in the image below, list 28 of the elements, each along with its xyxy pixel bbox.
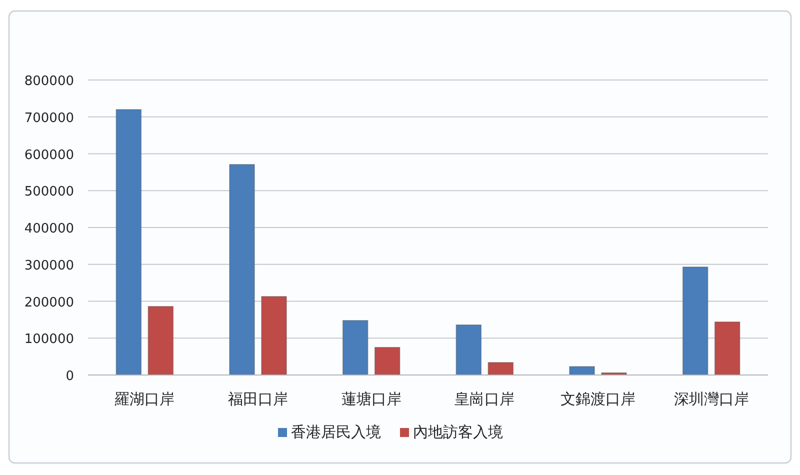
y-tick-label: 100000 [24, 332, 74, 348]
x-tick-label: 深圳灣口岸 [674, 390, 749, 408]
y-tick-label: 500000 [24, 184, 74, 200]
bar [229, 164, 255, 376]
y-tick-label: 0 [66, 369, 74, 384]
bar [116, 109, 142, 376]
bar [682, 266, 708, 376]
y-tick-label: 700000 [24, 110, 74, 126]
x-tick-label: 福田口岸 [228, 390, 288, 408]
bar [342, 320, 368, 376]
x-tick-label: 文錦渡口岸 [560, 390, 636, 408]
x-tick-label: 羅湖口岸 [114, 390, 175, 408]
bar [148, 306, 174, 376]
y-tick-label: 300000 [24, 258, 74, 274]
bar [456, 324, 482, 376]
bar [714, 322, 740, 376]
y-tick-label: 800000 [24, 74, 74, 89]
x-tick-label: 蓮塘口岸 [341, 390, 402, 408]
y-tick-label: 200000 [24, 295, 74, 310]
bar [374, 346, 400, 376]
bar [488, 362, 514, 376]
y-tick-label: 400000 [24, 222, 74, 236]
legend-label: 內地訪客入境 [413, 423, 503, 441]
bar [261, 296, 287, 376]
x-tick-label: 皇崗口岸 [454, 390, 515, 408]
legend-label: 香港居民入境 [291, 423, 381, 441]
y-tick-label: 600000 [24, 148, 74, 163]
bar [569, 366, 595, 376]
